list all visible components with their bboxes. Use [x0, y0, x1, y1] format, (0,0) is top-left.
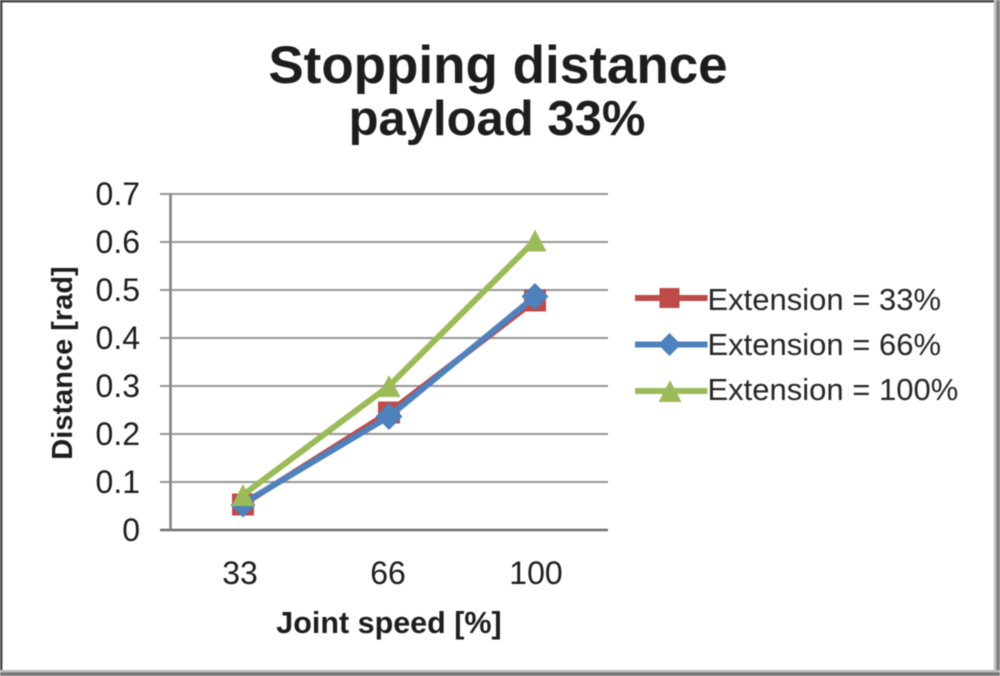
svg-text:0.7: 0.7: [96, 176, 140, 212]
svg-text:Extension = 66%: Extension = 66%: [708, 327, 942, 362]
svg-text:payload 33%: payload 33%: [349, 92, 646, 146]
svg-text:0.3: 0.3: [96, 368, 140, 404]
svg-text:0: 0: [122, 512, 140, 548]
svg-text:Stopping distance: Stopping distance: [268, 36, 727, 95]
svg-text:Distance [rad]: Distance [rad]: [47, 266, 79, 459]
svg-text:0.5: 0.5: [96, 272, 140, 308]
svg-text:100: 100: [509, 555, 562, 591]
svg-text:Extension = 100%: Extension = 100%: [708, 372, 959, 407]
svg-text:0.2: 0.2: [96, 416, 140, 452]
svg-text:Joint speed [%]: Joint speed [%]: [276, 606, 501, 640]
svg-text:Extension = 33%: Extension = 33%: [708, 282, 942, 317]
svg-text:0.4: 0.4: [96, 320, 140, 356]
svg-text:0.6: 0.6: [96, 224, 140, 260]
svg-text:0.1: 0.1: [96, 464, 140, 500]
svg-text:66: 66: [370, 555, 406, 591]
svg-text:33: 33: [222, 555, 258, 591]
